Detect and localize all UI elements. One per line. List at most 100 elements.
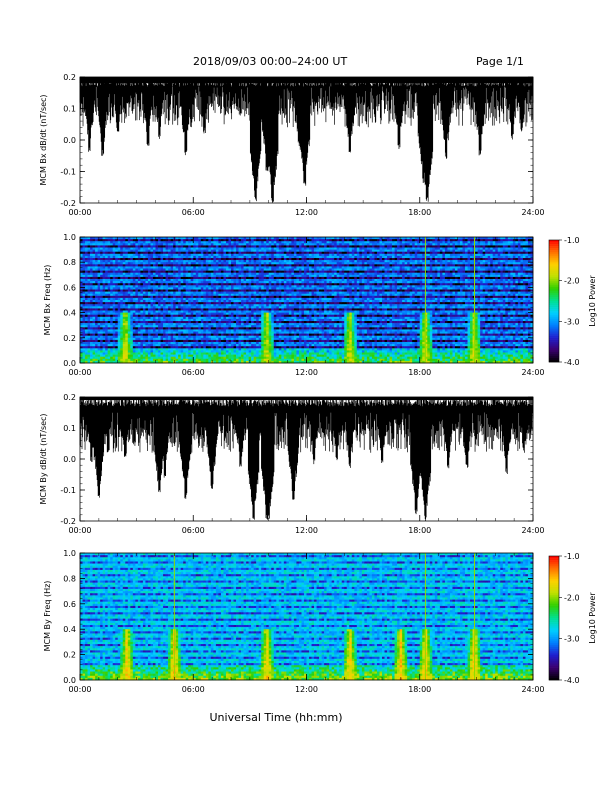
- spectrogram-cell: [105, 327, 108, 329]
- spectrogram-cell: [201, 353, 204, 355]
- spectrogram-cell: [236, 348, 239, 350]
- spectrogram-cell: [108, 344, 111, 346]
- spectrogram-cell: [208, 338, 211, 340]
- spectrogram-cell: [178, 346, 181, 348]
- spectrogram-cell: [188, 239, 191, 241]
- spectrogram-cell: [90, 311, 93, 313]
- spectrogram-cell: [246, 344, 249, 346]
- spectrogram-cell: [113, 243, 116, 245]
- spectrogram-cell: [115, 273, 118, 275]
- spectrogram-cell: [110, 252, 113, 254]
- spectrogram-cell: [88, 357, 91, 359]
- spectrogram-cell: [105, 248, 108, 250]
- spectrogram-cell: [234, 271, 237, 273]
- spectrogram-cell: [173, 319, 176, 321]
- spectrogram-cell: [221, 348, 224, 350]
- spectrogram-cell: [105, 334, 108, 336]
- spectrogram-cell: [173, 269, 176, 271]
- spectrogram-cell: [279, 306, 282, 308]
- spectrogram-cell: [173, 357, 176, 359]
- spectrogram-cell: [85, 340, 88, 342]
- spectrogram-cell: [158, 283, 161, 285]
- spectrogram-cell: [256, 359, 259, 361]
- spectrogram-cell: [239, 321, 242, 323]
- spectrogram-cell: [105, 275, 108, 277]
- spectrogram-cell: [138, 296, 141, 298]
- spectrogram-cell: [191, 334, 194, 336]
- spectrogram-cell: [183, 271, 186, 273]
- spectrogram-cell: [98, 283, 101, 285]
- spectrogram-cell: [188, 304, 191, 306]
- spectrogram-cell: [103, 262, 106, 264]
- spectrogram-cell: [236, 359, 239, 361]
- spectrogram-cell: [221, 279, 224, 281]
- spectrogram-cell: [161, 344, 164, 346]
- spectrogram-cell: [178, 357, 181, 359]
- spectrogram-cell: [241, 359, 244, 361]
- spectrogram-cell: [271, 325, 274, 327]
- spectrogram-cell: [130, 254, 133, 256]
- spectrogram-cell: [249, 264, 252, 266]
- spectrogram-cell: [218, 357, 221, 359]
- spectrogram-cell: [264, 290, 267, 292]
- spectrogram-cell: [193, 239, 196, 241]
- spectrogram-cell: [208, 281, 211, 283]
- spectrogram-cell: [115, 266, 118, 268]
- spectrogram-cell: [244, 250, 247, 252]
- spectrogram-cell: [239, 306, 242, 308]
- spectrogram-cell: [90, 340, 93, 342]
- spectrogram-cell: [83, 359, 86, 361]
- spectrogram-cell: [130, 355, 133, 357]
- spectrogram-cell: [105, 313, 108, 315]
- spectrogram-cell: [105, 348, 108, 350]
- spectrogram-cell: [259, 298, 262, 300]
- spectrogram-cell: [153, 241, 156, 243]
- spectrogram-cell: [108, 302, 111, 304]
- spectrogram-cell: [140, 275, 143, 277]
- spectrogram-cell: [264, 287, 267, 289]
- spectrogram-cell: [198, 334, 201, 336]
- spectrogram-cell: [206, 315, 209, 317]
- spectrogram-cell: [110, 241, 113, 243]
- spectrogram-cell: [103, 321, 106, 323]
- spectrogram-cell: [213, 323, 216, 325]
- spectrogram-cell: [251, 245, 254, 247]
- spectrogram-cell: [279, 292, 282, 294]
- spectrogram-cell: [201, 296, 204, 298]
- spectrogram-cell: [254, 252, 257, 254]
- spectrogram-cell: [218, 313, 221, 315]
- spectrogram-cell: [198, 262, 201, 264]
- spectrogram-cell: [226, 250, 229, 252]
- spectrogram-cell: [259, 264, 262, 266]
- spectrogram-cell: [123, 346, 126, 348]
- spectrogram-cell: [85, 277, 88, 279]
- spectrogram-cell: [168, 245, 171, 247]
- spectrogram-cell: [271, 250, 274, 252]
- spectrogram-cell: [98, 245, 101, 247]
- spectrogram-cell: [178, 250, 181, 252]
- spectrogram-cell: [178, 254, 181, 256]
- spectrogram-cell: [201, 344, 204, 346]
- spectrogram-cell: [108, 296, 111, 298]
- spectrogram-cell: [138, 342, 141, 344]
- spectrogram-cell: [95, 269, 98, 271]
- spectrogram-cell: [211, 350, 214, 352]
- spectrogram-cell: [231, 294, 234, 296]
- spectrogram-cell: [256, 262, 259, 264]
- spectrogram-cell: [193, 269, 196, 271]
- spectrogram-cell: [191, 292, 194, 294]
- spectrogram-cell: [203, 260, 206, 262]
- spectrogram-cell: [228, 281, 231, 283]
- spectrogram-cell: [221, 323, 224, 325]
- spectrogram-cell: [251, 275, 254, 277]
- spectrogram-cell: [236, 355, 239, 357]
- spectrogram-cell: [143, 338, 146, 340]
- spectrogram-cell: [264, 334, 267, 336]
- spectrogram-cell: [138, 346, 141, 348]
- spectrogram-cell: [143, 342, 146, 344]
- spectrogram-cell: [161, 262, 164, 264]
- spectrogram-cell: [90, 279, 93, 281]
- spectrogram-cell: [261, 281, 264, 283]
- spectrogram-cell: [183, 321, 186, 323]
- spectrogram-cell: [108, 266, 111, 268]
